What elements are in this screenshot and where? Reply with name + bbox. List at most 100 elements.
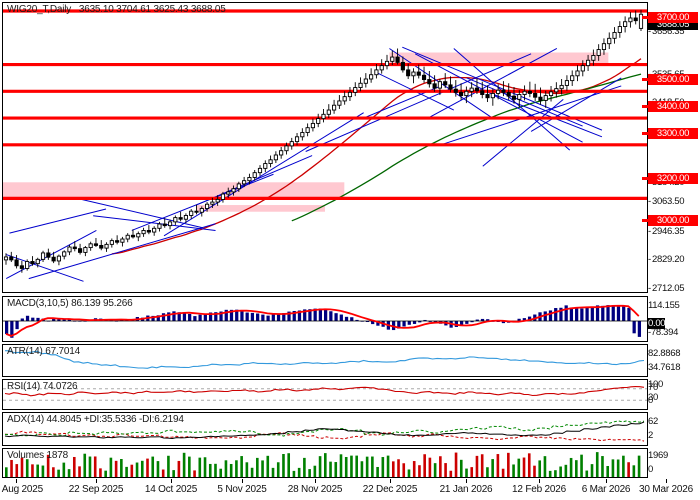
macd-histogram-bar: [517, 318, 521, 321]
volume-bar: [559, 466, 562, 477]
macd-histogram-bar: [31, 317, 35, 321]
volume-bar: [282, 453, 285, 477]
trendline[interactable]: [402, 46, 603, 131]
candlestick: [617, 21, 622, 38]
macd-histogram-bar: [219, 311, 223, 321]
candlestick: [273, 151, 278, 164]
candlestick: [120, 236, 125, 247]
price-level-badge[interactable]: 3700.00: [648, 12, 698, 23]
macd-plot: [3, 304, 647, 338]
candlestick: [347, 87, 353, 101]
candlestick: [390, 50, 395, 66]
price-level-badge[interactable]: 3200.00: [648, 173, 698, 184]
date-axis-label: 22 Dec 2025: [362, 484, 418, 495]
macd-panel[interactable]: MACD(3,10,5) 86.139 95.266: [2, 296, 648, 342]
price-axis-scale[interactable]: -3656.35-3535.65-3418.50-3184.20-3063.50…: [642, 2, 700, 294]
candlestick: [548, 85, 554, 102]
volume-bar: [120, 459, 123, 477]
macd-histogram-bar: [611, 305, 615, 321]
macd-histogram-bar: [350, 317, 354, 321]
macd-histogram-bar: [271, 313, 275, 321]
macd-histogram-bar: [376, 321, 380, 326]
atr-scale-value: 82.8868: [648, 348, 681, 359]
candlestick: [395, 48, 400, 65]
macd-histogram-bar: [428, 321, 432, 322]
volume-bar: [344, 456, 348, 477]
atr-line: [4, 350, 645, 369]
trendline[interactable]: [305, 53, 532, 152]
candlestick: [25, 259, 30, 271]
macd-axis-scale: 114.155 0.00 -78.394: [648, 296, 700, 342]
trendline[interactable]: [530, 77, 622, 132]
trendline[interactable]: [93, 215, 216, 231]
volume-bar: [308, 469, 311, 477]
candlestick: [628, 12, 633, 28]
trendline[interactable]: [492, 93, 603, 138]
date-axis[interactable]: 29 Aug 2025 22 Sep 2025 14 Oct 2025 5 Nov 2…: [0, 479, 693, 500]
rsi-panel[interactable]: RSI(14) 74.0726: [2, 379, 648, 410]
volume-panel[interactable]: Volumes 1878: [2, 448, 648, 478]
trendline[interactable]: [6, 254, 84, 282]
trendline[interactable]: [427, 48, 558, 119]
date-axis-label: 12 Feb 2026: [512, 484, 566, 495]
candlestick: [342, 91, 347, 105]
volume-bar: [324, 453, 327, 477]
candlestick: [88, 241, 93, 251]
supply-demand-zone: [196, 205, 325, 212]
price-tick-label: -3063.50: [648, 196, 685, 207]
price-level-badge[interactable]: 3000.00: [648, 215, 698, 226]
volume-bar: [423, 454, 426, 477]
volume-bar: [527, 453, 531, 477]
date-tick: [466, 479, 467, 483]
current-price-badge: 3688.05: [648, 19, 698, 30]
adx-axis-scale: 62 2: [648, 412, 700, 446]
trendline[interactable]: [414, 53, 583, 143]
volume-bar: [606, 466, 610, 477]
volume-bar: [449, 470, 453, 477]
trendline[interactable]: [9, 208, 107, 234]
volume-bar: [350, 455, 353, 477]
macd-histogram-bar: [203, 314, 207, 321]
macd-histogram-bar: [240, 311, 244, 321]
candlestick: [67, 244, 72, 256]
volume-bar: [261, 460, 264, 477]
price-level-badge[interactable]: 3300.00: [648, 128, 698, 139]
trendline[interactable]: [76, 197, 203, 229]
macd-histogram-bar: [407, 321, 411, 325]
volume-bar: [632, 465, 636, 477]
price-chart-panel[interactable]: WIG20_T,Daily 3635.10 3704.61 3625.43 36…: [2, 2, 648, 293]
price-level-badge[interactable]: 3400.00: [648, 101, 698, 112]
candlestick: [167, 219, 173, 230]
candlestick: [14, 255, 19, 269]
volume-bar: [177, 460, 181, 477]
volume-bar: [360, 461, 364, 477]
macd-histogram-bar: [208, 312, 213, 321]
volume-bar: [564, 464, 568, 477]
macd-histogram-bar: [365, 321, 370, 323]
volume-bar: [104, 470, 107, 477]
macd-scale-value: 0.00: [648, 318, 666, 329]
macd-histogram-bar: [25, 315, 30, 321]
candlestick: [19, 260, 24, 273]
trendline[interactable]: [163, 112, 364, 237]
macd-histogram-bar: [156, 315, 160, 321]
trendline[interactable]: [482, 98, 564, 167]
volume-bar: [151, 456, 155, 477]
trendline[interactable]: [28, 223, 216, 280]
trendline[interactable]: [5, 230, 97, 280]
volume-bar: [167, 455, 170, 477]
date-axis-label: 5 Nov 2025: [217, 484, 267, 495]
macd-histogram-bar: [161, 313, 166, 321]
volume-bar: [198, 457, 202, 477]
volume-bar: [412, 461, 416, 477]
macd-histogram-bar: [564, 305, 568, 321]
price-level-badge[interactable]: 3500.00: [648, 74, 698, 85]
atr-panel[interactable]: ATR(14) 67.7014: [2, 344, 648, 377]
macd-histogram-bar: [297, 310, 302, 321]
volume-bar: [161, 469, 165, 477]
candlestick: [294, 133, 300, 146]
adx-panel[interactable]: ADX(14) 44.8045 +DI:35.5336 -DI:6.2194: [2, 412, 648, 446]
candlestick: [242, 176, 247, 188]
macd-histogram-bar: [475, 319, 479, 321]
volume-bar: [622, 455, 625, 477]
